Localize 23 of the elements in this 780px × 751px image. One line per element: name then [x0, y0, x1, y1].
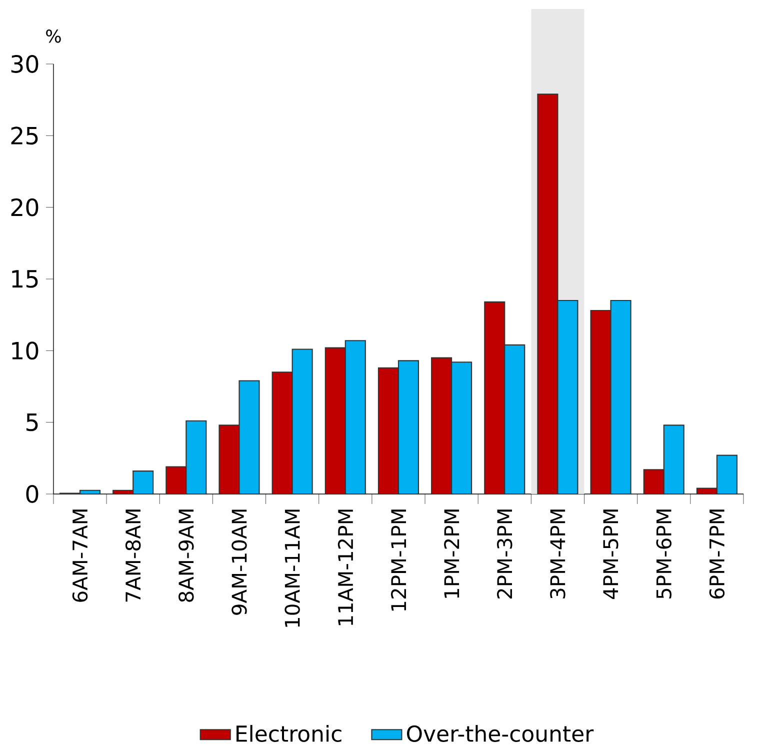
x-tick-label: 1PM-2PM — [444, 510, 460, 598]
legend-label: Over-the-counter — [406, 724, 594, 742]
y-tick-label: 25 — [11, 126, 38, 144]
x-tick-label: 9AM-10AM — [232, 510, 247, 615]
y-axis-title: % — [46, 29, 61, 43]
x-tick-label: 12PM-1PM — [390, 510, 406, 610]
x-tick-label: 8AM-9AM — [178, 510, 194, 602]
y-tick-label: 5 — [26, 413, 38, 431]
y-tick-label: 10 — [12, 342, 38, 360]
y-tick-label: 0 — [26, 484, 38, 503]
x-tick-label: 4PM-5PM — [603, 510, 618, 599]
x-tick-label: 3PM-4PM — [550, 510, 566, 598]
x-tick-label: 5PM-6PM — [656, 510, 672, 598]
x-tick-label: 2PM-3PM — [496, 510, 512, 598]
legend-label: Electronic — [236, 724, 342, 742]
x-tick-label: 6PM-7PM — [709, 510, 725, 598]
y-tick-label: 30 — [11, 54, 38, 73]
x-tick-label: 6AM-7AM — [72, 510, 88, 602]
y-tick-label: 15 — [12, 270, 38, 288]
x-tick-label: 11AM-12PM — [338, 510, 353, 625]
x-tick-label: 7AM-8AM — [125, 510, 141, 602]
y-tick-label: 20 — [11, 198, 38, 216]
x-tick-label: 10AM-11AM — [284, 510, 300, 627]
